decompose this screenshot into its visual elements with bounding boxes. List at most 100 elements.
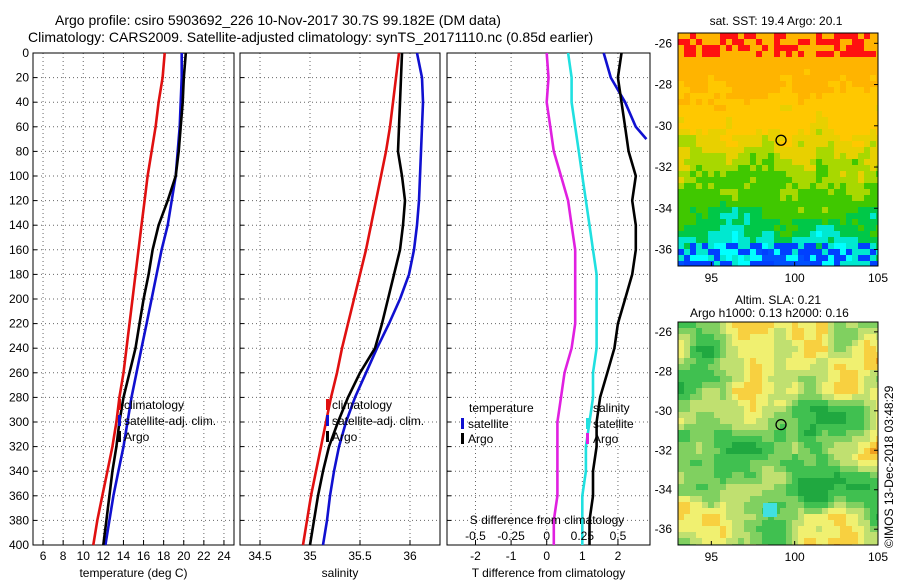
map-cell [786,171,792,177]
map-cell [702,201,708,207]
map-cell [720,219,726,225]
map-cell [690,406,696,412]
map-cell [684,105,690,111]
title-line-2: Climatology: CARS2009. Satellite-adjuste… [28,29,593,45]
map-cell [756,412,762,418]
map-cell [840,418,846,424]
map-cell [762,75,768,81]
map-cell [846,334,852,340]
map-cell [864,400,870,406]
map-cell [732,388,738,394]
map-cell [810,538,816,544]
map-cell [774,147,780,153]
map-cell [768,177,774,183]
map-cell [738,364,744,370]
map-cell [738,39,744,45]
map-cell [696,508,702,514]
map-cell [768,69,774,75]
map-cell [840,201,846,207]
map-cell [828,45,834,51]
map-cell [858,165,864,171]
map-cell [714,496,720,502]
map-cell [810,496,816,502]
map-cell [846,436,852,442]
map-cell [720,424,726,430]
map-cell [738,105,744,111]
map-cell [846,189,852,195]
map-cell [834,490,840,496]
y-tick-label: 400 [9,538,29,552]
map-cell [768,33,774,39]
map-cell [744,328,750,334]
map-cell [690,508,696,514]
map-cell [732,177,738,183]
map-cell [876,430,878,436]
map-cell [852,436,858,442]
map-cell [732,231,738,237]
map-cell [684,430,690,436]
map-cell [876,460,878,466]
map-cell [762,376,768,382]
map-cell [714,484,720,490]
map-cell [804,201,810,207]
map-cell [816,382,822,388]
map-cell [780,352,786,358]
map-cell [756,189,762,195]
map-cell [768,370,774,376]
map-cell [864,63,870,69]
map-cell [738,460,744,466]
map-cell [696,490,702,496]
map-cell [798,496,804,502]
map-cell [798,147,804,153]
map-cell [708,424,714,430]
map-cell [750,382,756,388]
map-cell [714,352,720,358]
map-cell [690,57,696,63]
map-cell [846,219,852,225]
map-cell [744,243,750,249]
map-cell [864,430,870,436]
map-cell [738,255,744,261]
map-cell [690,135,696,141]
map-cell [684,165,690,171]
map-cell [870,45,876,51]
map-cell [708,394,714,400]
map-cell [768,526,774,532]
map-cell [834,183,840,189]
map-cell [696,207,702,213]
map-cell [816,195,822,201]
map-cell [774,213,780,219]
map-cell [684,532,690,538]
map-y-tick-label: -32 [655,160,673,174]
map-cell [762,165,768,171]
map-cell [804,219,810,225]
map-cell [864,346,870,352]
map-cell [834,255,840,261]
map-cell [774,255,780,261]
map-cell [870,135,876,141]
map-cell [744,430,750,436]
map-cell [816,478,822,484]
map-cell [720,183,726,189]
map-cell [762,201,768,207]
map-cell [756,165,762,171]
map-cell [702,231,708,237]
map-cell [846,376,852,382]
map-cell [804,207,810,213]
map-cell [828,213,834,219]
map-cell [828,207,834,213]
map-cell [756,63,762,69]
map-cell [858,87,864,93]
map-cell [876,39,878,45]
map-cell [858,448,864,454]
map-cell [690,502,696,508]
map-cell [786,412,792,418]
map-cell [858,33,864,39]
map-cell [684,189,690,195]
map-cell [696,255,702,261]
map-cell [684,352,690,358]
map-cell [876,442,878,448]
map-cell [702,418,708,424]
map-cell [750,436,756,442]
